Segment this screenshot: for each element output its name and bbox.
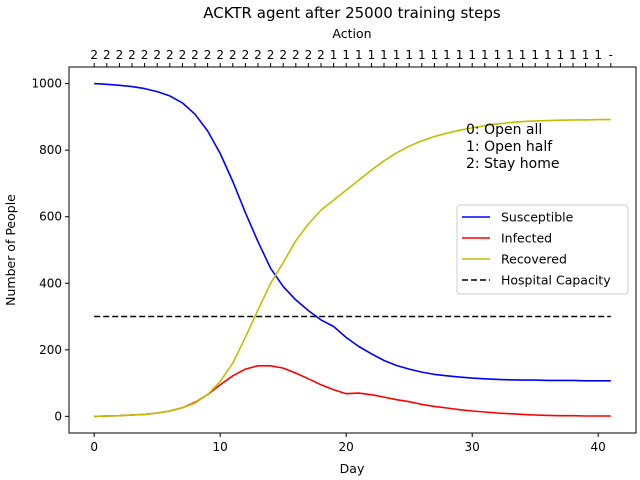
susceptible-line	[94, 82, 611, 382]
action-code-note-line: 1: Open half	[466, 139, 553, 155]
action-tick-label: 1	[456, 48, 464, 62]
action-tick-label: 1	[355, 48, 363, 62]
action-code-note-line: 0: Open all	[466, 122, 542, 138]
action-tick-label: 2	[166, 48, 174, 62]
action-tick-label: 2	[229, 48, 237, 62]
y-tick-label: 800	[39, 143, 62, 157]
action-tick-label: 1	[368, 48, 376, 62]
x-tick-label: 20	[339, 440, 354, 454]
y-tick-label: 1000	[31, 77, 62, 91]
action-tick-label: 2	[267, 48, 275, 62]
legend: Susceptible Infected Recovered Hospital Cap…	[456, 204, 629, 295]
action-tick-label: 1	[481, 48, 489, 62]
action-tick-label: -	[609, 48, 613, 62]
action-tick-label: 1	[330, 48, 338, 62]
action-tick-label: 2	[254, 48, 262, 62]
action-tick-label: 1	[582, 48, 590, 62]
action-tick-label: 1	[506, 48, 514, 62]
action-tick-label: 1	[443, 48, 451, 62]
action-tick-label: 2	[90, 48, 98, 62]
y-axis-label: Number of People	[3, 194, 18, 306]
x-tick-label: 40	[591, 440, 606, 454]
action-tick-label: 1	[431, 48, 439, 62]
x-tick-label: 0	[90, 440, 98, 454]
action-tick-label: 2	[305, 48, 313, 62]
x-tick-label: 10	[213, 440, 228, 454]
legend-label-recovered: Recovered	[501, 252, 567, 267]
legend-label-hospital-capacity: Hospital Capacity	[501, 273, 611, 288]
action-tick-label: 1	[342, 48, 350, 62]
action-tick-label: 2	[242, 48, 250, 62]
action-tick-label: 1	[531, 48, 539, 62]
plot-frame	[68, 66, 637, 434]
action-tick-label: 2	[103, 48, 111, 62]
action-tick-label: 2	[317, 48, 325, 62]
action-tick-label: 2	[153, 48, 161, 62]
top-axis-label: Action	[332, 26, 371, 41]
action-tick-label: 1	[569, 48, 577, 62]
action-tick-label: 1	[418, 48, 426, 62]
y-tick-label: 0	[54, 409, 62, 423]
action-tick-label: 1	[544, 48, 552, 62]
action-tick-label: 1	[393, 48, 401, 62]
recovered-line	[94, 118, 611, 418]
legend-label-infected: Infected	[501, 231, 552, 246]
infected-line	[94, 364, 611, 418]
action-tick-label: 2	[141, 48, 149, 62]
action-tick-label: 1	[594, 48, 602, 62]
action-tick-label: 1	[519, 48, 527, 62]
x-tick-label: 30	[465, 440, 480, 454]
action-tick-label: 1	[557, 48, 565, 62]
action-tick-label: 2	[179, 48, 187, 62]
action-tick-label: 1	[468, 48, 476, 62]
x-axis-label: Day	[340, 461, 365, 476]
action-tick-label: 2	[128, 48, 136, 62]
action-tick-label: 2	[191, 48, 199, 62]
action-tick-label: 2	[279, 48, 287, 62]
y-tick-label: 400	[39, 276, 62, 290]
action-tick-label: 2	[216, 48, 224, 62]
chart-title: ACKTR agent after 25000 training steps	[203, 4, 501, 22]
action-code-note-line: 2: Stay home	[466, 156, 559, 172]
action-tick-label: 1	[494, 48, 502, 62]
action-tick-label: 1	[405, 48, 413, 62]
action-tick-label: 2	[116, 48, 124, 62]
action-tick-label: 2	[204, 48, 212, 62]
y-tick-label: 200	[39, 343, 62, 357]
action-tick-label: 2	[292, 48, 300, 62]
legend-label-susceptible: Susceptible	[501, 210, 574, 225]
y-tick-label: 600	[39, 210, 62, 224]
legend-box	[456, 204, 629, 295]
plot-lines	[94, 82, 611, 418]
action-tick-label: 1	[380, 48, 388, 62]
